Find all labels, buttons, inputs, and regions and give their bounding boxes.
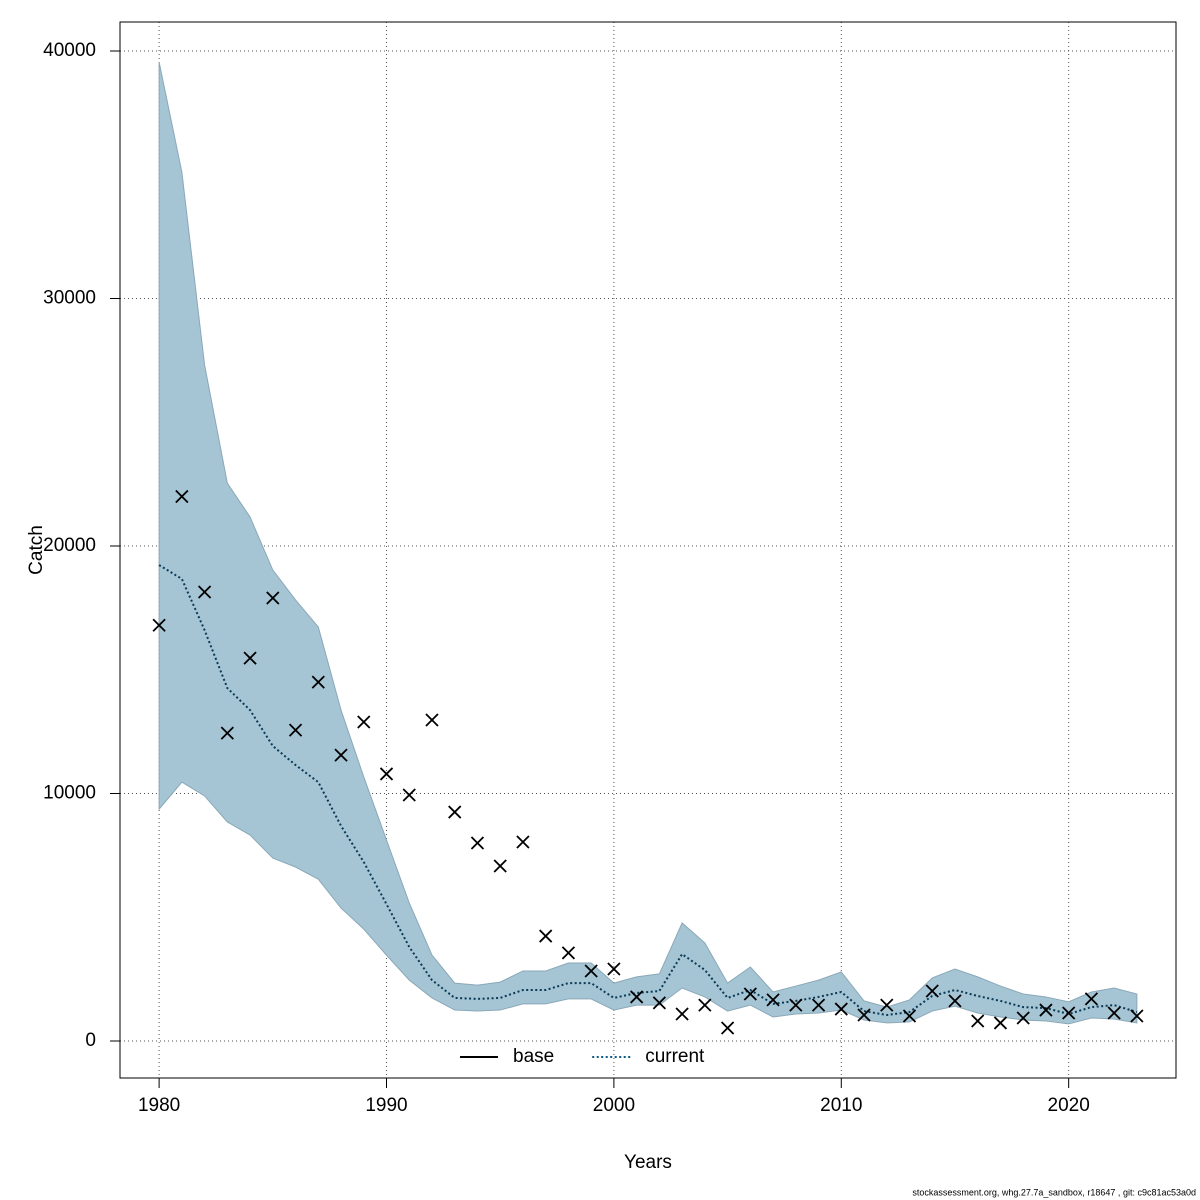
- observed-point: [197, 585, 212, 599]
- x-tick-label: 2020: [1048, 1095, 1090, 1116]
- observed-point: [675, 1007, 689, 1021]
- footnote: stockassessment.org, whg.27.7a_sandbox, …: [912, 1187, 1196, 1197]
- observed-point: [789, 998, 803, 1012]
- observed-point: [1039, 1003, 1053, 1017]
- plot-frame: [119, 21, 1177, 1079]
- legend-label: base: [513, 1046, 554, 1067]
- observed-point: [902, 1009, 917, 1023]
- observed-point: [539, 929, 553, 943]
- observed-point: [175, 489, 189, 504]
- confidence-band: [158, 62, 1138, 1025]
- observed-point: [1130, 1009, 1144, 1023]
- observed-point: [425, 713, 439, 727]
- y-tick-label: 20000: [43, 535, 96, 556]
- observed-point: [925, 984, 939, 998]
- observed-point: [561, 946, 576, 960]
- observed-point: [834, 1002, 848, 1016]
- observed-point: [652, 996, 667, 1010]
- observed-point: [288, 723, 303, 737]
- y-tick-label: 30000: [43, 288, 96, 309]
- observed-point: [220, 726, 234, 740]
- x-axis-label: Years: [624, 1152, 672, 1173]
- observed-point: [743, 987, 757, 1001]
- observed-point: [402, 788, 416, 802]
- observed-point: [470, 836, 485, 850]
- observed-point: [311, 675, 325, 689]
- y-axis-label: Catch: [26, 525, 47, 575]
- observed-point: [448, 805, 462, 819]
- observed-point: [243, 651, 257, 665]
- observed-point: [584, 964, 598, 978]
- observed-point: [1107, 1006, 1121, 1020]
- x-tick-label: 1980: [138, 1095, 180, 1116]
- observed-point: [1084, 992, 1099, 1006]
- observed-point: [379, 767, 394, 781]
- observed-point: [607, 962, 621, 976]
- observed-point: [766, 993, 780, 1007]
- x-tick-label: 2000: [593, 1095, 635, 1116]
- estimate-line: [158, 564, 1138, 1017]
- observed-point: [1016, 1011, 1030, 1025]
- y-tick-label: 0: [85, 1030, 96, 1051]
- observed-point: [857, 1008, 871, 1022]
- observed-point: [493, 859, 507, 873]
- observed-point: [357, 715, 371, 729]
- observed-point: [1062, 1006, 1076, 1020]
- observed-point: [152, 618, 166, 632]
- observed-point: [629, 990, 644, 1004]
- y-tick-label: 40000: [43, 40, 96, 61]
- observed-point: [811, 998, 826, 1012]
- observed-point: [971, 1014, 985, 1028]
- observed-point: [880, 998, 894, 1012]
- observed-point: [720, 1021, 735, 1035]
- observed-point: [334, 748, 348, 762]
- observed-point: [266, 591, 280, 605]
- y-tick-label: 10000: [43, 783, 96, 804]
- observed-point: [516, 835, 530, 849]
- x-tick-label: 2010: [820, 1095, 862, 1116]
- observed-point: [948, 994, 962, 1008]
- x-tick-label: 1990: [365, 1095, 407, 1116]
- legend-label: current: [645, 1046, 705, 1067]
- observed-point: [993, 1016, 1008, 1030]
- observed-point: [698, 998, 712, 1012]
